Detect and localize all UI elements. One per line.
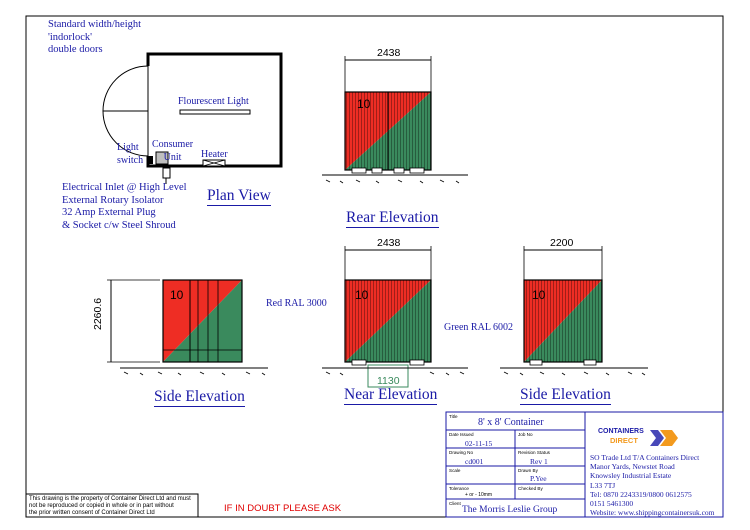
doors-note: Standard width/height 'indorlock' double… [48,19,142,55]
tb-checked-label: Checked By [518,486,543,491]
near-width-dimension: 2438 [377,237,401,249]
plan-view-title: Plan View [207,187,271,206]
tb-scale-label: Scale [449,468,461,473]
tb-drawn-label: Drawn By [518,468,538,473]
fluorescent-light [179,109,251,115]
tb-revision: Rev 1 [530,457,548,466]
rear-elevation [322,56,468,184]
heater-label: Heater [201,149,228,160]
near-elevation [322,246,468,388]
side-width-dimension: 2200 [550,237,574,249]
tb-title-label: Title [449,414,458,419]
side-elevation-left [107,279,268,376]
rear-panel-number: 10 [357,97,371,111]
electrical-note: Electrical Inlet @ High Level External R… [62,182,187,231]
rear-width-dimension: 2438 [377,47,401,59]
door-swing-bottom [102,110,149,157]
tb-title: 8' x 8' Container [478,417,544,428]
near-elevation-title: Near Elevation [344,386,438,405]
side-elevation-right [500,246,648,376]
near-panel-number: 10 [355,288,369,302]
tb-job-label: Job No [518,432,533,437]
tb-client-label: Client [449,501,461,506]
tb-drawing: cd001 [465,457,484,466]
if-in-doubt-note: IF IN DOUBT PLEASE ASK [224,503,342,514]
tb-drawn: P.Yee [530,474,547,483]
tb-tolerance: + or - 10mm [465,492,493,498]
door-width-box [367,364,409,388]
tb-tolerance-label: Tolerance [449,486,469,491]
light-switch-label: Light switch [117,142,144,166]
plan-view [102,52,283,184]
green-colour-label: Green RAL 6002 [444,322,514,333]
tb-revision-label: Revision Status [518,450,550,455]
copyright-notice: This drawing is the property of Containe… [29,496,191,516]
electrical-inlet [162,167,171,179]
logo-text-bottom: DIRECT [610,436,638,445]
rear-elevation-title: Rear Elevation [346,209,439,228]
logo-text-top: CONTAINERS [598,428,644,435]
tb-client: The Morris Leslie Group [462,505,558,515]
door-width-dimension: 1130 [377,375,400,387]
consumer-unit-label: Consumer Unit [152,139,194,163]
fluorescent-light-label: Flourescent Light [178,96,249,107]
side-left-panel-number: 10 [170,288,184,302]
light-switch [149,156,153,164]
side-elevation-right-title: Side Elevation [520,386,611,405]
door-swing-top [102,65,149,112]
tb-drawing-label: Drawing No [449,450,473,455]
title-block-grid [25,411,724,518]
tb-date: 02-11-15 [465,439,493,448]
side-right-panel-number: 10 [532,288,546,302]
containers-direct-logo [650,430,678,446]
company-details: SO Trade Ltd T/A Containers Direct Manor… [590,453,715,518]
side-left-green-panel [163,280,242,362]
consumer-unit [155,151,169,165]
red-colour-label: Red RAL 3000 [266,298,327,309]
tb-date-label: Date Issued [449,432,474,437]
side-elevation-left-title: Side Elevation [154,388,245,407]
sheet-border [25,15,724,518]
height-dimension: 2260.6 [92,297,104,330]
